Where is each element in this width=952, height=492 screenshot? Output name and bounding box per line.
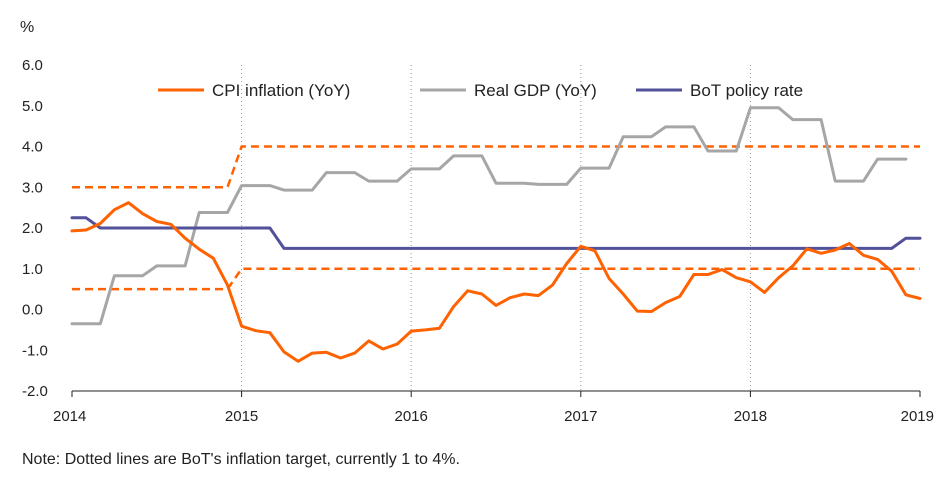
y-tick-label: 5.0 bbox=[22, 98, 43, 115]
legend-label-gdp: Real GDP (YoY) bbox=[474, 81, 597, 100]
legend: CPI inflation (YoY) Real GDP (YoY) BoT p… bbox=[158, 81, 803, 100]
y-tick-label: -1.0 bbox=[22, 342, 48, 359]
gridlines bbox=[71, 65, 921, 397]
series-line-cpi bbox=[70, 201, 922, 363]
x-tick-label: 2017 bbox=[564, 408, 597, 425]
series-line-gdp bbox=[70, 106, 908, 326]
y-axis-unit-label: % bbox=[20, 19, 34, 36]
x-tick-label: 2019 bbox=[901, 408, 934, 425]
x-tick-label: 2014 bbox=[53, 408, 86, 425]
x-tick-label: 2018 bbox=[734, 408, 767, 425]
series-line-policy bbox=[70, 216, 922, 250]
y-tick-label: 1.0 bbox=[22, 261, 43, 278]
y-tick-label: 3.0 bbox=[22, 179, 43, 196]
y-tick-label: -2.0 bbox=[22, 383, 48, 400]
y-tick-label: 4.0 bbox=[22, 139, 43, 156]
y-axis-tick-labels: 6.0 5.0 4.0 3.0 2.0 1.0 0.0 -1.0 -2.0 bbox=[22, 57, 48, 400]
series-line-target-lower bbox=[72, 267, 920, 291]
chart-note: Note: Dotted lines are BoT's inflation t… bbox=[22, 451, 460, 468]
series-lines bbox=[70, 106, 922, 363]
x-axis-tick-labels: 2014 2015 2016 2017 2018 2019 bbox=[53, 408, 934, 425]
x-tick-label: 2016 bbox=[395, 408, 428, 425]
legend-label-policy: BoT policy rate bbox=[690, 81, 803, 100]
y-tick-label: 6.0 bbox=[22, 57, 43, 74]
series-line-target-upper bbox=[72, 145, 920, 189]
x-tick-label: 2015 bbox=[225, 408, 258, 425]
y-tick-label: 0.0 bbox=[22, 302, 43, 319]
legend-label-cpi: CPI inflation (YoY) bbox=[212, 81, 350, 100]
y-tick-label: 2.0 bbox=[22, 220, 43, 237]
